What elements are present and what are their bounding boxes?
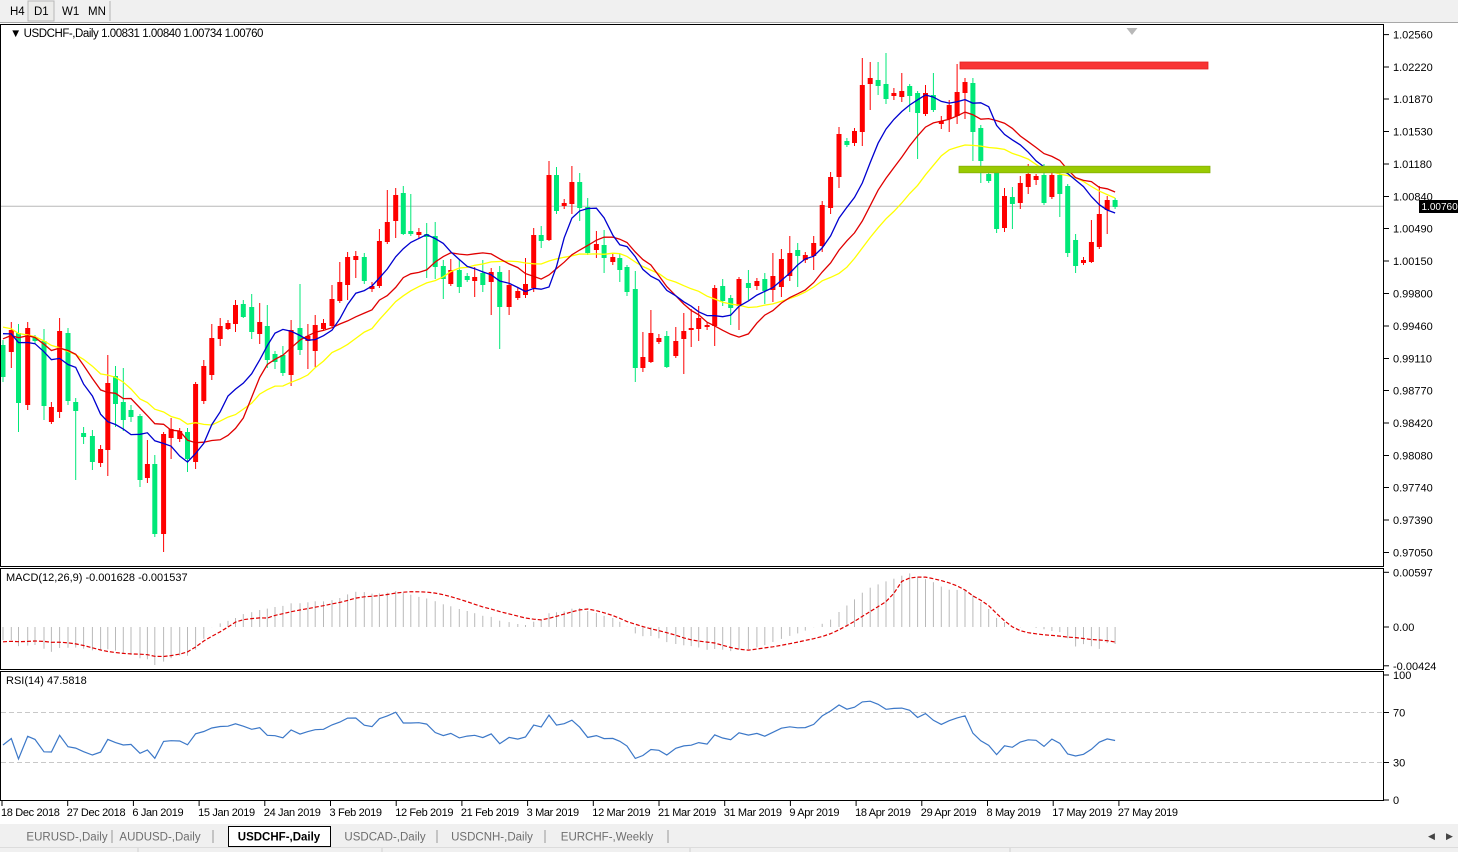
- svg-text:1.02220: 1.02220: [1393, 62, 1433, 74]
- svg-text:0.99110: 0.99110: [1393, 354, 1432, 366]
- svg-text:MACD(12,26,9) -0.001628 -0.001: MACD(12,26,9) -0.001628 -0.001537: [6, 572, 188, 584]
- svg-text:0.97740: 0.97740: [1393, 483, 1433, 495]
- svg-text:24 Jan 2019: 24 Jan 2019: [264, 807, 321, 819]
- svg-text:1.01530: 1.01530: [1393, 127, 1433, 139]
- svg-text:30: 30: [1393, 758, 1405, 770]
- svg-text:1.01870: 1.01870: [1393, 94, 1433, 106]
- svg-text:USDCNH-,Daily: USDCNH-,Daily: [451, 832, 533, 844]
- svg-text:100: 100: [1393, 670, 1411, 682]
- svg-text:12 Feb 2019: 12 Feb 2019: [395, 807, 453, 819]
- svg-text:21 Feb 2019: 21 Feb 2019: [461, 807, 519, 819]
- svg-text:27 Dec 2018: 27 Dec 2018: [67, 807, 126, 819]
- svg-text:◀: ◀: [1428, 831, 1435, 841]
- svg-text:-0.00424: -0.00424: [1393, 661, 1436, 673]
- svg-text:RSI(14) 47.5818: RSI(14) 47.5818: [6, 675, 87, 687]
- svg-text:17 May 2019: 17 May 2019: [1052, 807, 1112, 819]
- svg-text:0.98420: 0.98420: [1393, 418, 1433, 430]
- svg-text:H4: H4: [10, 6, 25, 18]
- svg-text:31 Mar 2019: 31 Mar 2019: [724, 807, 782, 819]
- svg-text:USDCHF-,Daily: USDCHF-,Daily: [238, 832, 321, 844]
- svg-text:1.02560: 1.02560: [1393, 30, 1433, 42]
- svg-text:EURUSD-,Daily: EURUSD-,Daily: [26, 832, 107, 844]
- svg-text:AUDUSD-,Daily: AUDUSD-,Daily: [119, 832, 200, 844]
- svg-text:0.00597: 0.00597: [1393, 567, 1433, 579]
- svg-text:6 Jan 2019: 6 Jan 2019: [132, 807, 183, 819]
- svg-text:29 Apr 2019: 29 Apr 2019: [921, 807, 977, 819]
- svg-text:15 Jan 2019: 15 Jan 2019: [198, 807, 255, 819]
- svg-text:W1: W1: [62, 6, 79, 18]
- svg-text:0.97390: 0.97390: [1393, 515, 1433, 527]
- svg-text:▼ USDCHF-,Daily 1.00831 1.008: ▼ USDCHF-,Daily 1.00831 1.00840 1.00734 …: [10, 28, 263, 40]
- svg-text:USDCAD-,Daily: USDCAD-,Daily: [344, 832, 425, 844]
- svg-text:3 Mar 2019: 3 Mar 2019: [527, 807, 579, 819]
- svg-text:18 Apr 2019: 18 Apr 2019: [855, 807, 911, 819]
- svg-text:0.00: 0.00: [1393, 622, 1414, 634]
- svg-text:3 Feb 2019: 3 Feb 2019: [330, 807, 382, 819]
- svg-text:0: 0: [1393, 795, 1399, 807]
- svg-text:21 Mar 2019: 21 Mar 2019: [658, 807, 716, 819]
- svg-text:1.01180: 1.01180: [1393, 159, 1432, 171]
- svg-text:9 Apr 2019: 9 Apr 2019: [789, 807, 839, 819]
- svg-text:D1: D1: [34, 6, 49, 18]
- svg-text:MN: MN: [88, 6, 106, 18]
- svg-text:8 May 2019: 8 May 2019: [987, 807, 1041, 819]
- svg-text:0.97050: 0.97050: [1393, 548, 1433, 560]
- svg-text:▶: ▶: [1446, 831, 1453, 841]
- svg-text:1.00490: 1.00490: [1393, 224, 1433, 236]
- svg-text:18 Dec 2018: 18 Dec 2018: [1, 807, 60, 819]
- svg-text:0.98080: 0.98080: [1393, 451, 1433, 463]
- svg-text:1.00760: 1.00760: [1422, 202, 1458, 213]
- svg-text:0.98770: 0.98770: [1393, 386, 1433, 398]
- svg-text:EURCHF-,Weekly: EURCHF-,Weekly: [561, 832, 654, 844]
- svg-text:1.00150: 1.00150: [1393, 256, 1433, 268]
- svg-text:27 May 2019: 27 May 2019: [1118, 807, 1178, 819]
- svg-text:0.99460: 0.99460: [1393, 321, 1433, 333]
- svg-text:0.99800: 0.99800: [1393, 289, 1433, 301]
- svg-text:12 Mar 2019: 12 Mar 2019: [592, 807, 650, 819]
- svg-text:70: 70: [1393, 708, 1405, 720]
